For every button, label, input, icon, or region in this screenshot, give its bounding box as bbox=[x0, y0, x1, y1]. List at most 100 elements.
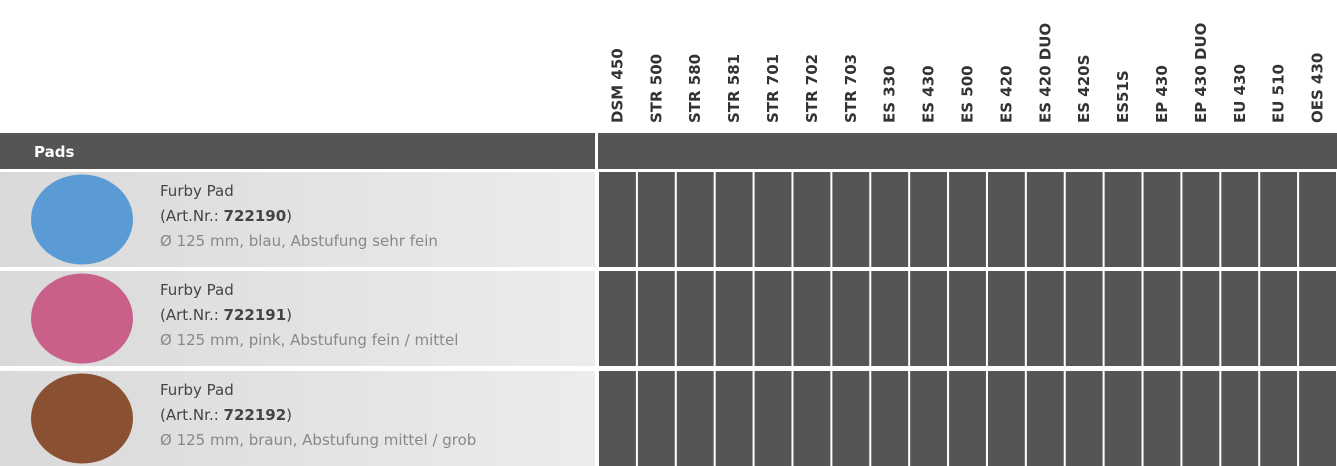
compat-cell bbox=[599, 172, 636, 267]
compat-cell bbox=[832, 172, 869, 267]
compat-cell bbox=[1182, 371, 1219, 466]
article-number: (Art.Nr.: 722191) bbox=[160, 306, 292, 324]
compat-cell bbox=[1144, 172, 1181, 267]
product-image bbox=[31, 374, 133, 464]
article-close: ) bbox=[286, 207, 292, 225]
column-header: ES 420 bbox=[997, 65, 1015, 123]
product-image bbox=[31, 274, 133, 364]
compat-cell bbox=[1066, 271, 1103, 366]
column-header: ES 500 bbox=[959, 65, 977, 123]
compat-cell bbox=[1299, 271, 1336, 366]
article-number: (Art.Nr.: 722192) bbox=[160, 406, 292, 424]
product-image bbox=[31, 175, 133, 265]
compat-cell bbox=[910, 172, 947, 267]
compat-cell bbox=[988, 172, 1025, 267]
column-header: DSM 450 bbox=[608, 48, 626, 123]
compat-cell bbox=[755, 371, 792, 466]
column-header: STR 702 bbox=[803, 54, 821, 123]
compat-cell bbox=[910, 371, 947, 466]
compat-cell bbox=[716, 371, 753, 466]
compat-cell bbox=[677, 172, 714, 267]
compat-cell bbox=[871, 271, 908, 366]
compat-cell bbox=[949, 371, 986, 466]
compat-cell bbox=[599, 271, 636, 366]
compat-cell bbox=[638, 172, 675, 267]
product-description: Ø 125 mm, blau, Abstufung sehr fein bbox=[160, 232, 438, 250]
compat-cell bbox=[1221, 371, 1258, 466]
article-no: 722190 bbox=[224, 207, 287, 225]
column-header: EP 430 DUO bbox=[1192, 23, 1210, 123]
column-header: STR 703 bbox=[842, 54, 860, 123]
compat-cell bbox=[988, 371, 1025, 466]
compat-cell bbox=[1299, 371, 1336, 466]
compat-cell bbox=[1260, 271, 1297, 366]
article-close: ) bbox=[286, 306, 292, 324]
compat-cell bbox=[1105, 172, 1142, 267]
compat-cell bbox=[871, 172, 908, 267]
compat-cell bbox=[1260, 172, 1297, 267]
article-close: ) bbox=[286, 406, 292, 424]
section-bar bbox=[0, 133, 595, 169]
compat-cell bbox=[1144, 371, 1181, 466]
compat-cell bbox=[638, 271, 675, 366]
compat-cell bbox=[755, 271, 792, 366]
article-no: 722191 bbox=[224, 306, 287, 324]
compat-cell bbox=[793, 172, 830, 267]
compat-cell bbox=[677, 371, 714, 466]
column-header: ES 420 DUO bbox=[1036, 23, 1054, 123]
compat-cell bbox=[832, 371, 869, 466]
section-bar-right bbox=[598, 133, 1337, 169]
compat-cell bbox=[910, 271, 947, 366]
article-number: (Art.Nr.: 722190) bbox=[160, 207, 292, 225]
compat-cell bbox=[1027, 271, 1064, 366]
article-label: (Art.Nr.: bbox=[160, 406, 219, 424]
compatibility-table: Pads DSM 450 STR 500 STR 580 STR 581 STR 701… bbox=[0, 0, 1337, 466]
section-title: Pads bbox=[34, 143, 74, 161]
column-header: ES 420S bbox=[1075, 55, 1093, 123]
column-header: EU 510 bbox=[1270, 64, 1288, 123]
column-header: EP 430 bbox=[1153, 65, 1171, 123]
compat-cell bbox=[1260, 371, 1297, 466]
article-label: (Art.Nr.: bbox=[160, 306, 219, 324]
compat-cell bbox=[1182, 271, 1219, 366]
compat-cell bbox=[1299, 172, 1336, 267]
compat-cell bbox=[755, 172, 792, 267]
compat-cell bbox=[832, 271, 869, 366]
compat-cell bbox=[1105, 271, 1142, 366]
compat-cell bbox=[716, 271, 753, 366]
column-header: STR 580 bbox=[686, 54, 704, 123]
compat-cell bbox=[793, 271, 830, 366]
compat-cell bbox=[793, 371, 830, 466]
product-name: Furby Pad bbox=[160, 182, 234, 200]
product-description: Ø 125 mm, pink, Abstufung fein / mittel bbox=[160, 331, 458, 349]
article-no: 722192 bbox=[224, 406, 287, 424]
column-header: ES 430 bbox=[920, 65, 938, 123]
compat-cell bbox=[1221, 172, 1258, 267]
compat-cell bbox=[599, 371, 636, 466]
compat-cell bbox=[949, 172, 986, 267]
compat-cell bbox=[677, 271, 714, 366]
product-name: Furby Pad bbox=[160, 281, 234, 299]
column-header: STR 701 bbox=[764, 54, 782, 123]
compat-cell bbox=[1221, 271, 1258, 366]
compat-cell bbox=[1027, 172, 1064, 267]
column-header: ES51S bbox=[1114, 70, 1132, 123]
compat-cell bbox=[638, 371, 675, 466]
compat-cell bbox=[1105, 371, 1142, 466]
product-description: Ø 125 mm, braun, Abstufung mittel / grob bbox=[160, 431, 476, 449]
column-header: STR 500 bbox=[647, 54, 665, 123]
article-label: (Art.Nr.: bbox=[160, 207, 219, 225]
column-header: OES 430 bbox=[1309, 53, 1327, 123]
compat-cell bbox=[1066, 172, 1103, 267]
compat-cell bbox=[1144, 271, 1181, 366]
compat-cell bbox=[988, 271, 1025, 366]
product-name: Furby Pad bbox=[160, 381, 234, 399]
compat-cell bbox=[1182, 172, 1219, 267]
column-header: STR 581 bbox=[725, 54, 743, 123]
compat-cell bbox=[1027, 371, 1064, 466]
compat-cell bbox=[871, 371, 908, 466]
compat-cell bbox=[1066, 371, 1103, 466]
column-header: EU 430 bbox=[1231, 64, 1249, 123]
compat-cell bbox=[949, 271, 986, 366]
column-header: ES 330 bbox=[881, 65, 899, 123]
